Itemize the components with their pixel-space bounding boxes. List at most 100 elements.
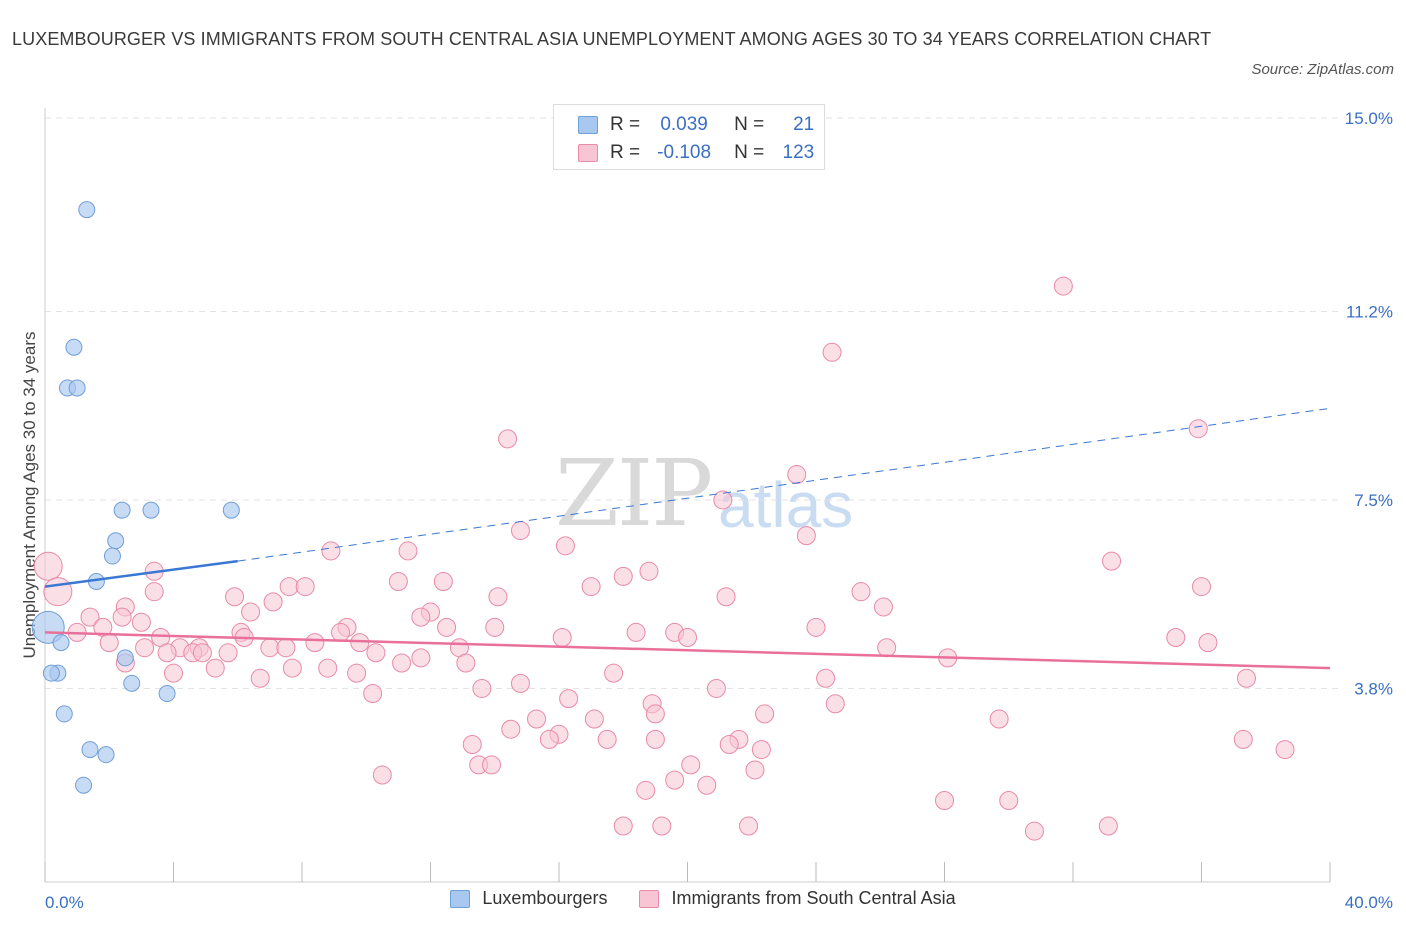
pink-point xyxy=(873,597,893,617)
series-legend-luxembourgers[interactable]: Luxembourgers xyxy=(450,888,607,909)
pink-point xyxy=(555,536,575,556)
blue-point xyxy=(75,776,93,794)
correlation-legend: R = 0.039 N = 21 R = -0.108 N = 123 xyxy=(553,104,825,170)
pink-trend-line xyxy=(44,631,1331,670)
pink-point xyxy=(796,526,816,546)
pink-point xyxy=(822,342,842,362)
pink-point xyxy=(613,566,633,586)
pink-point xyxy=(131,612,151,632)
pink-point xyxy=(1198,633,1218,653)
pink-point xyxy=(1236,668,1256,688)
pink-point xyxy=(295,577,315,597)
blue-point xyxy=(81,741,99,759)
pink-point xyxy=(218,643,238,663)
y-tick-label: 3.8% xyxy=(1354,679,1393,698)
blue-point xyxy=(103,547,121,565)
pink-point xyxy=(559,689,579,709)
pink-point xyxy=(1102,551,1122,571)
pink-point xyxy=(411,648,431,668)
pink-point xyxy=(787,465,807,485)
blue-point xyxy=(113,501,131,519)
pink-point xyxy=(1098,816,1118,836)
pink-point xyxy=(584,709,604,729)
pink-point xyxy=(697,775,717,795)
series-legend-label: Immigrants from South Central Asia xyxy=(671,888,956,908)
x-tick-label: 40.0% xyxy=(1345,893,1393,912)
pink-point xyxy=(456,653,476,673)
pink-point xyxy=(388,571,408,591)
blue-point xyxy=(142,501,160,519)
pink-point xyxy=(411,607,431,627)
pink-point xyxy=(331,622,351,642)
pink-point xyxy=(806,617,826,637)
pink-point xyxy=(433,571,453,591)
pink-point xyxy=(581,577,601,597)
pink-point xyxy=(510,673,530,693)
pink-point xyxy=(639,561,659,581)
pink-point xyxy=(347,663,367,683)
blue-point xyxy=(158,685,176,703)
pink-point xyxy=(1024,821,1044,841)
legend-n-value: 123 xyxy=(782,142,815,163)
pink-point xyxy=(372,765,392,785)
chart-title: LUXEMBOURGER VS IMMIGRANTS FROM SOUTH CE… xyxy=(12,29,1212,49)
watermark-atlas: atlas xyxy=(718,469,854,541)
pink-point xyxy=(99,633,119,653)
pink-point xyxy=(144,582,164,602)
pink-point xyxy=(755,704,775,724)
pink-point xyxy=(539,729,559,749)
pink-point xyxy=(999,791,1019,811)
series-legend: Luxembourgers Immigrants from South Cent… xyxy=(0,888,1406,909)
pink-point xyxy=(305,633,325,653)
pink-point xyxy=(250,668,270,688)
legend-r-label: R = xyxy=(610,142,641,163)
legend-row-immigrants: R = -0.108 N = 123 xyxy=(578,141,814,165)
blue-trend-extension xyxy=(237,407,1331,562)
blue-point xyxy=(55,705,73,723)
pink-point xyxy=(1275,740,1295,760)
pink-point xyxy=(665,770,685,790)
pink-point xyxy=(597,729,617,749)
blue-point xyxy=(31,610,65,644)
series-legend-immigrants[interactable]: Immigrants from South Central Asia xyxy=(639,888,956,909)
series-legend-label: Luxembourgers xyxy=(482,888,608,908)
pink-point xyxy=(552,628,572,648)
legend-swatch-blue xyxy=(578,116,598,134)
pink-point xyxy=(80,607,100,627)
legend-n-value: 21 xyxy=(793,114,815,135)
pink-point xyxy=(713,490,733,510)
pink-point xyxy=(681,755,701,775)
pink-point xyxy=(482,755,502,775)
pink-point xyxy=(719,734,739,754)
pink-point xyxy=(488,587,508,607)
pink-point xyxy=(135,638,155,658)
y-tick-label: 15.0% xyxy=(1345,109,1393,128)
pink-point xyxy=(112,607,132,627)
pink-point xyxy=(989,709,1009,729)
pink-point xyxy=(613,816,633,836)
pink-point xyxy=(527,709,547,729)
pink-point xyxy=(645,704,665,724)
pink-point xyxy=(485,617,505,637)
pink-point xyxy=(43,577,73,607)
series-swatch-pink xyxy=(639,889,660,908)
blue-point xyxy=(68,379,86,397)
pink-point xyxy=(626,622,646,642)
blue-point xyxy=(123,674,141,692)
legend-n-label: N = xyxy=(734,114,765,135)
y-tick-label: 7.5% xyxy=(1354,491,1393,510)
pink-point xyxy=(745,760,765,780)
pink-point xyxy=(1192,577,1211,597)
pink-point xyxy=(652,816,672,836)
series-swatch-blue xyxy=(450,889,471,908)
legend-row-luxembourgers: R = 0.039 N = 21 xyxy=(578,113,814,137)
blue-trend-line xyxy=(44,559,238,588)
blue-point xyxy=(78,201,96,219)
pink-point xyxy=(706,678,726,698)
pink-point xyxy=(851,582,871,602)
pink-point xyxy=(318,658,338,678)
pink-point xyxy=(935,791,954,811)
blue-point xyxy=(52,634,70,652)
pink-point xyxy=(363,684,383,704)
pink-point xyxy=(751,740,771,760)
